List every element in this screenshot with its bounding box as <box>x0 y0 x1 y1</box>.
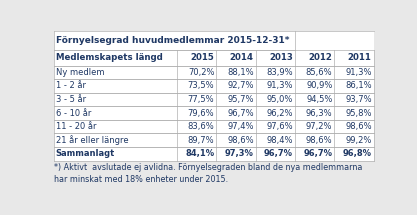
Text: 91,3%: 91,3% <box>345 68 372 77</box>
Text: 97,3%: 97,3% <box>225 149 254 158</box>
Text: 1 - 2 år: 1 - 2 år <box>56 81 85 90</box>
Text: 95,7%: 95,7% <box>227 95 254 104</box>
Text: 83,6%: 83,6% <box>188 122 214 131</box>
Text: 2015: 2015 <box>191 53 214 62</box>
Text: 77,5%: 77,5% <box>188 95 214 104</box>
Text: *) Aktivt  avslutade ej avlidna. Förnyelsegraden bland de nya medlemmarna: *) Aktivt avslutade ej avlidna. Förnyels… <box>54 163 362 172</box>
Text: 3 - 5 år: 3 - 5 år <box>56 95 86 104</box>
Text: 73,5%: 73,5% <box>188 81 214 90</box>
Text: 89,7%: 89,7% <box>188 136 214 145</box>
Text: 2013: 2013 <box>269 53 293 62</box>
Text: 88,1%: 88,1% <box>227 68 254 77</box>
Text: 70,2%: 70,2% <box>188 68 214 77</box>
Text: 96,2%: 96,2% <box>266 109 293 118</box>
Text: 93,7%: 93,7% <box>345 95 372 104</box>
Text: 86,1%: 86,1% <box>345 81 372 90</box>
Text: 98,6%: 98,6% <box>345 122 372 131</box>
Text: 2011: 2011 <box>348 53 372 62</box>
Text: 95,8%: 95,8% <box>345 109 372 118</box>
Text: Sammanlagt: Sammanlagt <box>56 149 115 158</box>
Text: 2014: 2014 <box>230 53 254 62</box>
Text: 98,4%: 98,4% <box>266 136 293 145</box>
Text: 98,6%: 98,6% <box>227 136 254 145</box>
Text: Medlemskapets längd: Medlemskapets längd <box>56 53 163 62</box>
Text: 83,9%: 83,9% <box>266 68 293 77</box>
Text: 96,7%: 96,7% <box>264 149 293 158</box>
Text: 94,5%: 94,5% <box>306 95 332 104</box>
Text: 97,4%: 97,4% <box>227 122 254 131</box>
Text: 96,7%: 96,7% <box>304 149 332 158</box>
Text: 97,2%: 97,2% <box>306 122 332 131</box>
Text: 2012: 2012 <box>309 53 332 62</box>
Text: 96,7%: 96,7% <box>227 109 254 118</box>
Text: 21 år eller längre: 21 år eller längre <box>56 135 128 145</box>
Text: 84,1%: 84,1% <box>185 149 214 158</box>
Text: 96,8%: 96,8% <box>343 149 372 158</box>
Text: 98,6%: 98,6% <box>306 136 332 145</box>
Text: 91,3%: 91,3% <box>266 81 293 90</box>
Text: Ny medlem: Ny medlem <box>56 68 104 77</box>
Text: 96,3%: 96,3% <box>306 109 332 118</box>
Bar <box>54 31 374 161</box>
Text: 85,6%: 85,6% <box>306 68 332 77</box>
Text: Förnyelsegrad huvudmedlemmar 2015-12-31*: Förnyelsegrad huvudmedlemmar 2015-12-31* <box>56 36 289 45</box>
Text: 11 - 20 år: 11 - 20 år <box>56 122 96 131</box>
Text: 95,0%: 95,0% <box>266 95 293 104</box>
Text: 92,7%: 92,7% <box>227 81 254 90</box>
Text: 97,6%: 97,6% <box>266 122 293 131</box>
Text: 90,9%: 90,9% <box>306 81 332 90</box>
Text: 79,6%: 79,6% <box>188 109 214 118</box>
Text: 99,2%: 99,2% <box>345 136 372 145</box>
Text: har minskat med 18% enheter under 2015.: har minskat med 18% enheter under 2015. <box>54 175 228 184</box>
Text: 6 - 10 år: 6 - 10 år <box>56 109 91 118</box>
